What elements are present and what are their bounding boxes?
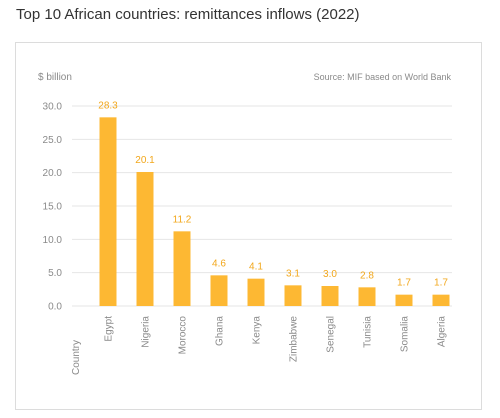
page-title: Top 10 African countries: remittances in…	[16, 6, 360, 23]
x-tick-label: Tunisia	[363, 316, 374, 348]
bars: 28.3 Egypt 20.1 Nigeria 11.2 Morocco 4.6 Ghana 4…	[98, 100, 450, 363]
value-label: 1.7	[397, 278, 411, 289]
y-axis-unit-label: $ billion	[38, 72, 72, 83]
bar-algeria	[432, 294, 450, 306]
bar-senegal	[321, 286, 339, 306]
source-note: Source: MIF based on World Bank	[314, 72, 452, 82]
bar-egypt	[99, 117, 117, 306]
bar-zimbabwe	[284, 285, 302, 306]
bar-somalia	[395, 294, 413, 306]
value-label: 20.1	[135, 155, 155, 166]
value-label: 3.0	[323, 269, 337, 280]
value-label: 11.2	[173, 214, 192, 225]
x-tick-label: Senegal	[326, 316, 337, 353]
bar-tunisia	[358, 287, 376, 306]
bar-kenya	[247, 278, 265, 306]
bar-nigeria	[136, 172, 154, 306]
x-tick-label: Zimbabwe	[289, 316, 300, 363]
y-tick-label: 10.0	[43, 235, 63, 246]
value-label: 28.3	[98, 100, 118, 111]
y-tick-label: 0.0	[48, 302, 62, 313]
bar-morocco	[173, 231, 191, 306]
x-tick-label: Kenya	[252, 316, 263, 345]
value-label: 4.6	[212, 258, 226, 269]
y-tick-label: 20.0	[43, 168, 63, 179]
chart-card	[15, 42, 482, 410]
bar-ghana	[210, 275, 228, 306]
x-axis-title: Country	[71, 340, 82, 375]
x-tick-label: Somalia	[400, 316, 411, 353]
value-label: 3.1	[286, 268, 300, 279]
value-label: 1.7	[434, 278, 448, 289]
x-tick-label: Nigeria	[141, 316, 152, 348]
y-tick-label: 15.0	[43, 202, 63, 213]
y-tick-label: 25.0	[43, 135, 63, 146]
y-tick-label: 5.0	[48, 268, 62, 279]
x-tick-label: Algeria	[437, 316, 448, 348]
value-label: 4.1	[249, 262, 263, 273]
x-tick-label: Morocco	[178, 316, 189, 355]
value-label: 2.8	[360, 270, 374, 281]
grid-lines: 0.0 5.0 10.0 15.0 20.0 25.0 30.0	[43, 102, 452, 313]
x-tick-label: Egypt	[104, 316, 115, 342]
y-tick-label: 30.0	[43, 102, 63, 113]
x-tick-label: Ghana	[215, 316, 226, 346]
